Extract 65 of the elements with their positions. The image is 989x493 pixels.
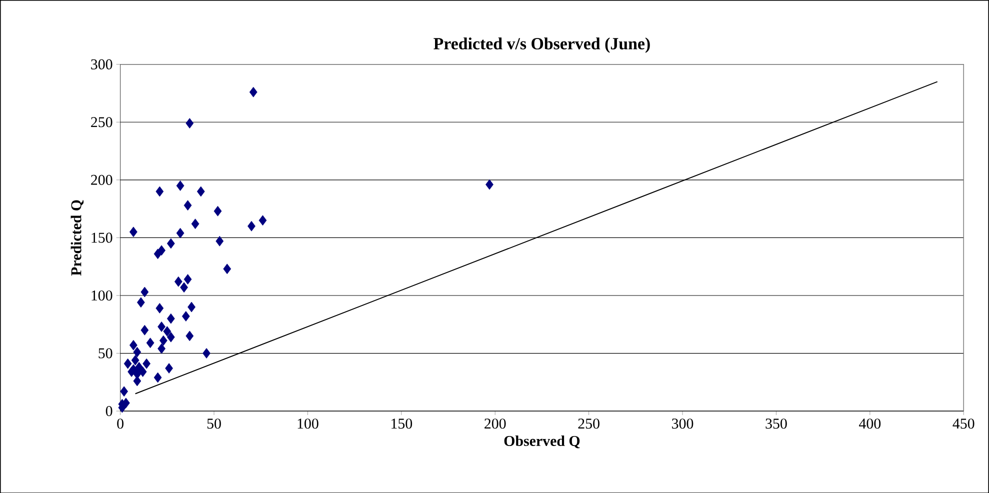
point [156, 302, 164, 314]
point [140, 286, 149, 298]
point [154, 372, 162, 383]
y-tick-label: 200 [91, 174, 112, 185]
x-tick-label: 200 [484, 418, 506, 428]
point [156, 186, 164, 196]
point [120, 386, 128, 396]
y-tick-label: 250 [91, 116, 112, 127]
point [166, 238, 175, 248]
point [186, 330, 194, 341]
point [129, 340, 138, 350]
point [258, 214, 267, 226]
point [163, 326, 172, 336]
point [138, 366, 147, 377]
y-tick-label: 50 [98, 348, 112, 358]
point [249, 86, 258, 98]
point [186, 118, 194, 128]
x-tick-label: 250 [578, 418, 600, 428]
point [140, 324, 149, 336]
x-tick-label: 450 [952, 418, 974, 428]
x-tick-label: 350 [766, 418, 787, 428]
point [180, 282, 188, 292]
x-tick-label: 400 [859, 418, 881, 428]
point [129, 226, 138, 237]
point [129, 364, 138, 374]
point [191, 218, 200, 229]
y-tick-label: 0 [106, 406, 112, 416]
point [176, 180, 184, 191]
x-axis-title: Observed Q [504, 435, 580, 448]
x-tick-label: 150 [392, 418, 412, 428]
point [214, 206, 222, 216]
point [174, 276, 182, 287]
point [216, 236, 224, 246]
point [159, 335, 168, 346]
point [136, 297, 145, 308]
x-tick-label: 300 [672, 418, 694, 428]
point [202, 348, 210, 358]
point [182, 310, 190, 322]
y-tick-label: 100 [92, 290, 112, 300]
point [166, 332, 175, 342]
point [158, 321, 166, 332]
point [142, 358, 150, 369]
chart-title: Predicted v/s Observed (June) [434, 37, 650, 53]
x-tick-label: 0 [117, 418, 124, 428]
point [131, 354, 140, 366]
point [176, 228, 184, 238]
point [165, 362, 173, 374]
point [188, 302, 196, 312]
y-tick-label: 150 [92, 232, 112, 243]
point [486, 179, 494, 190]
y-axis-title: Predicted Q [70, 200, 84, 276]
point [158, 245, 166, 256]
y-tick-label: 300 [91, 59, 112, 70]
x-tick-label: 100 [298, 418, 318, 428]
point [184, 200, 192, 210]
point [196, 186, 205, 196]
point [124, 358, 132, 369]
point [248, 220, 256, 232]
point [166, 313, 175, 324]
point [184, 274, 192, 284]
point [133, 346, 142, 358]
x-tick-label: 50 [207, 418, 221, 428]
point [146, 337, 154, 348]
point [223, 264, 232, 274]
point [158, 343, 166, 354]
